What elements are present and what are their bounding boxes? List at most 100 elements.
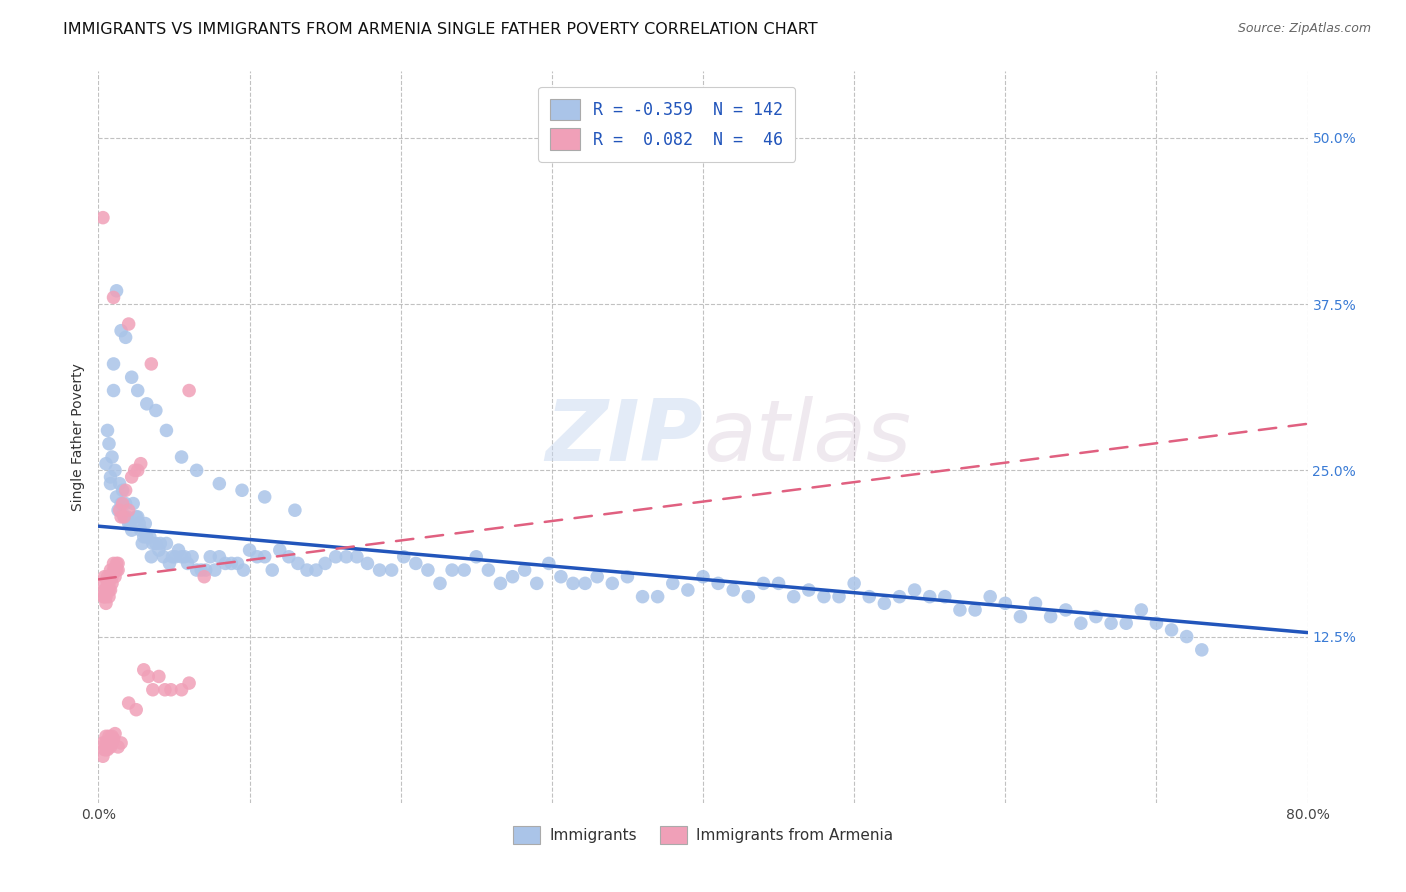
Point [813, 590, 835, 604]
Point [186, 563, 208, 577]
Point [96, 742, 118, 756]
Point [101, 729, 124, 743]
Point [231, 483, 253, 498]
Point [98, 736, 121, 750]
Point [118, 317, 141, 331]
Point [96, 424, 118, 438]
Point [148, 543, 170, 558]
Point [125, 703, 148, 717]
Point [160, 682, 183, 697]
Point [1024, 596, 1046, 610]
Point [647, 590, 669, 604]
Point [122, 497, 145, 511]
Point [91, 211, 114, 225]
Point [134, 516, 156, 531]
Point [136, 669, 159, 683]
Point [214, 557, 236, 571]
Point [105, 557, 128, 571]
Point [110, 509, 132, 524]
Point [103, 357, 125, 371]
Point [91, 576, 114, 591]
Point [127, 509, 149, 524]
Point [135, 530, 157, 544]
Point [94, 590, 117, 604]
Point [190, 563, 212, 577]
Point [162, 549, 184, 564]
Point [107, 563, 129, 577]
Point [98, 436, 121, 450]
Point [100, 582, 122, 597]
Point [153, 682, 176, 697]
Point [121, 523, 143, 537]
Point [392, 549, 415, 564]
Point [200, 549, 222, 564]
Point [1010, 609, 1032, 624]
Point [142, 536, 165, 550]
Point [1054, 603, 1077, 617]
Point [1070, 616, 1092, 631]
Point [111, 497, 134, 511]
Point [148, 669, 170, 683]
Point [186, 463, 208, 477]
Point [368, 563, 391, 577]
Point [105, 563, 128, 577]
Point [253, 549, 276, 564]
Point [105, 490, 128, 504]
Text: ZIP: ZIP [546, 395, 703, 479]
Point [155, 536, 177, 550]
Point [965, 603, 987, 617]
Point [477, 563, 499, 577]
Point [107, 739, 129, 754]
Point [96, 576, 118, 591]
Text: Source: ZipAtlas.com: Source: ZipAtlas.com [1237, 22, 1371, 36]
Point [208, 549, 231, 564]
Point [100, 570, 122, 584]
Point [100, 563, 122, 577]
Point [114, 330, 136, 344]
Point [91, 749, 114, 764]
Point [103, 563, 125, 577]
Point [94, 736, 117, 750]
Point [356, 557, 378, 571]
Point [112, 509, 135, 524]
Point [94, 596, 117, 610]
Point [118, 696, 141, 710]
Point [616, 570, 638, 584]
Point [797, 582, 820, 597]
Point [1144, 616, 1167, 631]
Point [1039, 609, 1062, 624]
Point [104, 570, 127, 584]
Point [142, 682, 165, 697]
Point [179, 676, 201, 690]
Point [104, 563, 127, 577]
Point [103, 557, 125, 571]
Point [131, 536, 153, 550]
Point [110, 324, 132, 338]
Point [502, 570, 524, 584]
Point [127, 463, 149, 477]
Point [101, 736, 124, 750]
Point [844, 576, 866, 591]
Point [1175, 630, 1198, 644]
Point [858, 590, 880, 604]
Point [441, 563, 464, 577]
Point [98, 582, 121, 597]
Point [949, 603, 972, 617]
Point [104, 463, 127, 477]
Point [305, 563, 328, 577]
Point [93, 570, 115, 584]
Point [149, 536, 172, 550]
Point [128, 516, 150, 531]
Point [170, 682, 193, 697]
Point [1099, 616, 1122, 631]
Point [1130, 603, 1153, 617]
Point [204, 563, 226, 577]
Point [114, 497, 136, 511]
Point [96, 570, 118, 584]
Point [405, 557, 427, 571]
Point [934, 590, 956, 604]
Point [193, 570, 215, 584]
Point [93, 590, 115, 604]
Point [232, 563, 254, 577]
Point [127, 384, 149, 398]
